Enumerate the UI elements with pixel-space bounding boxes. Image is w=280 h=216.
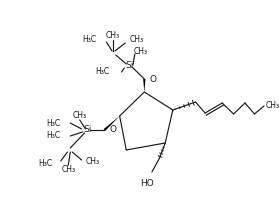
Polygon shape	[143, 79, 146, 92]
Polygon shape	[104, 116, 120, 131]
Text: CH₃: CH₃	[134, 48, 148, 57]
Text: Si: Si	[83, 125, 92, 135]
Text: CH₃: CH₃	[106, 32, 120, 41]
Text: HO: HO	[140, 178, 154, 187]
Text: O: O	[109, 125, 116, 135]
Text: H₃C: H₃C	[47, 132, 61, 140]
Text: H₃C: H₃C	[47, 119, 61, 127]
Text: CH₃: CH₃	[61, 165, 75, 173]
Text: CH₃: CH₃	[73, 111, 87, 121]
Text: H₃C: H₃C	[95, 67, 109, 76]
Text: CH₃: CH₃	[129, 35, 143, 44]
Text: H₃C: H₃C	[38, 159, 52, 167]
Text: O: O	[149, 75, 156, 84]
Text: Si: Si	[125, 62, 133, 70]
Text: H₃C: H₃C	[83, 35, 97, 44]
Text: CH₃: CH₃	[266, 102, 280, 111]
Text: CH₃: CH₃	[85, 157, 100, 167]
